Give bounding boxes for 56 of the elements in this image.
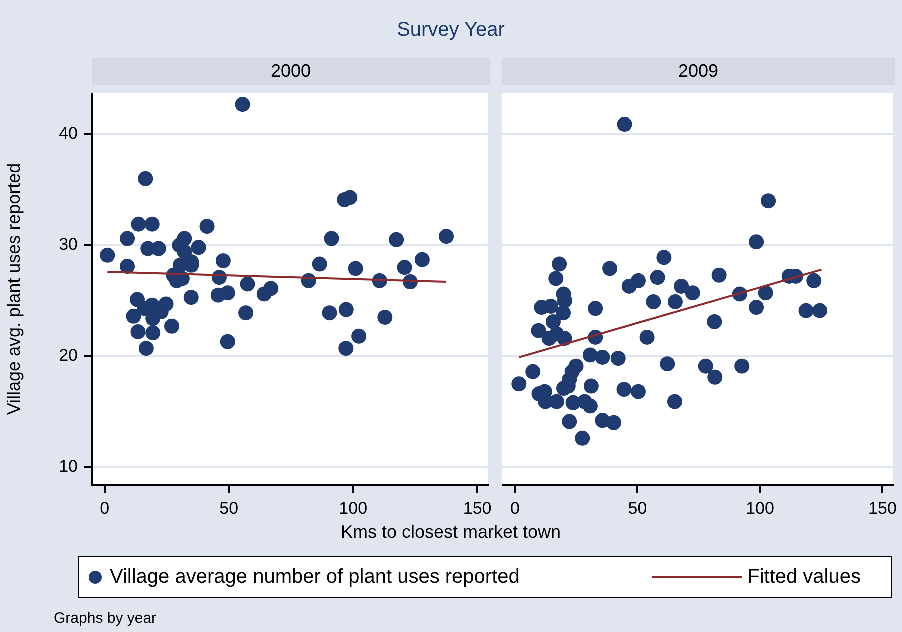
point — [130, 324, 146, 340]
point — [131, 216, 146, 232]
point — [338, 302, 354, 318]
y-tick-label: 40 — [59, 124, 78, 144]
point — [348, 261, 364, 276]
point — [100, 248, 116, 263]
point — [342, 190, 358, 206]
point — [312, 256, 328, 272]
point — [220, 286, 236, 301]
point — [138, 341, 154, 356]
x-tick-label: 50 — [628, 498, 648, 518]
point — [338, 341, 354, 356]
legend-label: Fitted values — [748, 566, 861, 588]
x-tick-label: 0 — [100, 498, 110, 518]
point — [220, 334, 236, 350]
point — [120, 259, 136, 274]
point — [191, 240, 206, 256]
point — [235, 97, 250, 112]
point — [324, 231, 340, 246]
point — [146, 311, 161, 326]
text: Graphs by year — [54, 610, 157, 627]
point — [322, 306, 338, 321]
legend-label: Village average number of plant uses reported — [110, 566, 520, 588]
y-tick-label: 30 — [59, 235, 78, 254]
x-tick-label: 100 — [339, 498, 368, 518]
point — [240, 276, 256, 292]
text: Survey Year — [396, 19, 506, 42]
point — [120, 231, 136, 246]
x-tick-label: 150 — [868, 498, 897, 518]
point — [177, 244, 192, 260]
x-axis-title: Kms to closest market town — [340, 522, 562, 543]
point — [164, 318, 180, 334]
chart-title: 2000 — [92, 58, 490, 85]
x-tick-label: 150 — [463, 498, 492, 518]
y-tick-label: 10 — [59, 456, 78, 476]
chart-title: 2009 — [502, 58, 895, 85]
point — [378, 310, 393, 326]
point — [238, 306, 254, 321]
y-axis-title: Village avg. plant uses reported — [4, 163, 24, 416]
y-tick-label: 20 — [59, 346, 78, 366]
point — [146, 326, 161, 341]
x-tick-label: 50 — [220, 498, 239, 518]
point — [200, 219, 215, 234]
x-tick-label: 0 — [510, 498, 520, 518]
point — [256, 286, 272, 302]
point — [389, 232, 404, 248]
point — [397, 260, 412, 276]
point — [144, 216, 160, 232]
x-tick-label: 100 — [746, 498, 774, 518]
point — [184, 290, 199, 306]
point — [352, 328, 367, 344]
point — [414, 252, 430, 268]
point — [126, 308, 142, 324]
point — [216, 253, 231, 268]
point — [439, 229, 454, 244]
point — [138, 171, 154, 186]
